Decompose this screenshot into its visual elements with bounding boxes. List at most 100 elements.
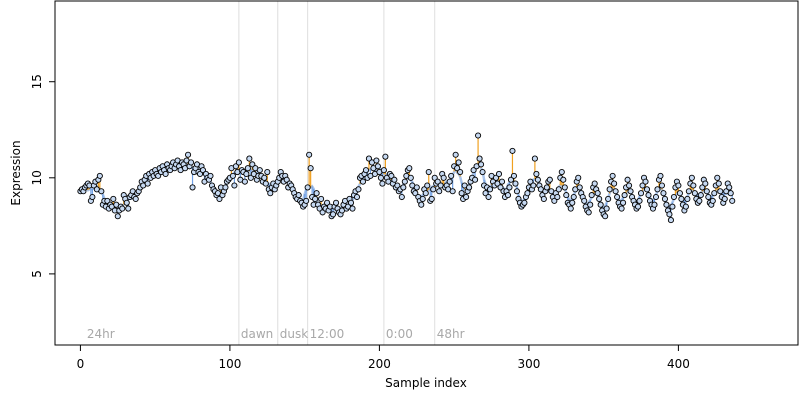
data-point: [569, 199, 576, 206]
data-point: [304, 184, 311, 191]
data-point: [697, 192, 704, 199]
x-tick-label: 200: [368, 357, 391, 371]
data-point: [267, 190, 274, 197]
data-point: [398, 193, 405, 201]
data-point: [472, 176, 479, 183]
data-point: [365, 155, 372, 162]
data-point: [418, 201, 425, 208]
data-point: [639, 182, 646, 189]
data-point: [504, 192, 512, 199]
data-point: [588, 192, 595, 199]
y-tick-label: 10: [30, 170, 44, 185]
data-point: [661, 195, 668, 202]
data-point: [98, 188, 105, 195]
data-point: [609, 172, 616, 179]
annotation-label: 24hr: [87, 327, 115, 341]
y-axis: 5 10 15: [30, 74, 55, 278]
data-point: [424, 182, 431, 189]
annotation-label: 12:00: [310, 327, 345, 341]
data-point: [497, 184, 504, 191]
data-point: [597, 201, 604, 208]
data-point: [498, 178, 506, 185]
data-point: [377, 174, 384, 181]
data-point: [654, 186, 661, 193]
data-point: [196, 170, 204, 178]
data-point: [187, 159, 195, 166]
annotation-label: 0:00: [386, 327, 413, 341]
data-point: [533, 170, 540, 178]
data-point: [555, 186, 562, 193]
data-point: [510, 172, 518, 179]
data-point: [521, 199, 528, 206]
annotation-labels: 24hr dawn dusk 12:00 0:00 48hr: [87, 327, 465, 341]
data-point: [110, 195, 117, 202]
data-point: [663, 201, 670, 208]
data-point: [470, 167, 477, 174]
data-point: [349, 205, 356, 212]
data-point: [216, 195, 223, 202]
annotation-lines: [238, 1, 436, 345]
data-point: [627, 188, 634, 195]
data-point: [561, 184, 568, 191]
data-point: [652, 193, 660, 201]
data-point: [330, 211, 337, 218]
data-point: [380, 167, 387, 174]
data-point: [313, 190, 320, 197]
data-point: [534, 176, 541, 183]
data-point: [448, 172, 455, 179]
data-point: [428, 195, 435, 202]
data-point: [602, 213, 609, 220]
data-point: [425, 168, 432, 176]
data-point: [486, 186, 494, 193]
data-point: [231, 182, 238, 189]
data-point: [353, 193, 361, 201]
data-point: [306, 151, 313, 158]
data-point: [155, 172, 162, 179]
data-point: [709, 197, 716, 204]
data-point: [123, 199, 130, 206]
data-point: [431, 174, 438, 181]
data-point: [651, 201, 658, 208]
data-point: [373, 157, 380, 164]
data-point: [676, 190, 683, 197]
data-point: [199, 167, 207, 174]
data-point: [355, 186, 362, 193]
data-point: [478, 161, 485, 168]
data-point: [125, 205, 132, 212]
data-point: [244, 165, 251, 172]
data-point: [89, 193, 96, 201]
data-point: [307, 165, 314, 172]
data-point: [690, 182, 697, 189]
data-point: [618, 205, 625, 212]
data-point: [699, 184, 706, 191]
data-point: [540, 195, 547, 202]
data-point: [359, 178, 367, 185]
data-point: [400, 184, 407, 191]
data-point: [434, 178, 441, 185]
data-point: [660, 190, 667, 197]
data-point: [620, 199, 627, 206]
data-point: [614, 193, 621, 201]
x-axis: 0 100 200 300 400: [77, 345, 690, 371]
data-point: [463, 193, 470, 201]
data-point: [391, 176, 398, 183]
data-point: [645, 192, 652, 199]
data-point: [436, 188, 443, 195]
data-point: [430, 186, 437, 193]
data-point: [560, 176, 567, 183]
data-point: [422, 190, 429, 197]
data-point: [413, 184, 420, 191]
data-point: [229, 172, 236, 179]
data-point: [714, 174, 721, 181]
data-point: [319, 209, 326, 216]
x-axis-label: Sample index: [385, 376, 467, 390]
data-point: [492, 174, 500, 181]
data-point: [407, 174, 414, 181]
data-point: [374, 163, 381, 170]
data-point: [246, 155, 253, 162]
data-point: [670, 193, 677, 201]
data-point: [605, 195, 612, 202]
data-point: [475, 132, 482, 139]
data-point: [678, 195, 685, 202]
plot-frame: [54, 0, 799, 346]
